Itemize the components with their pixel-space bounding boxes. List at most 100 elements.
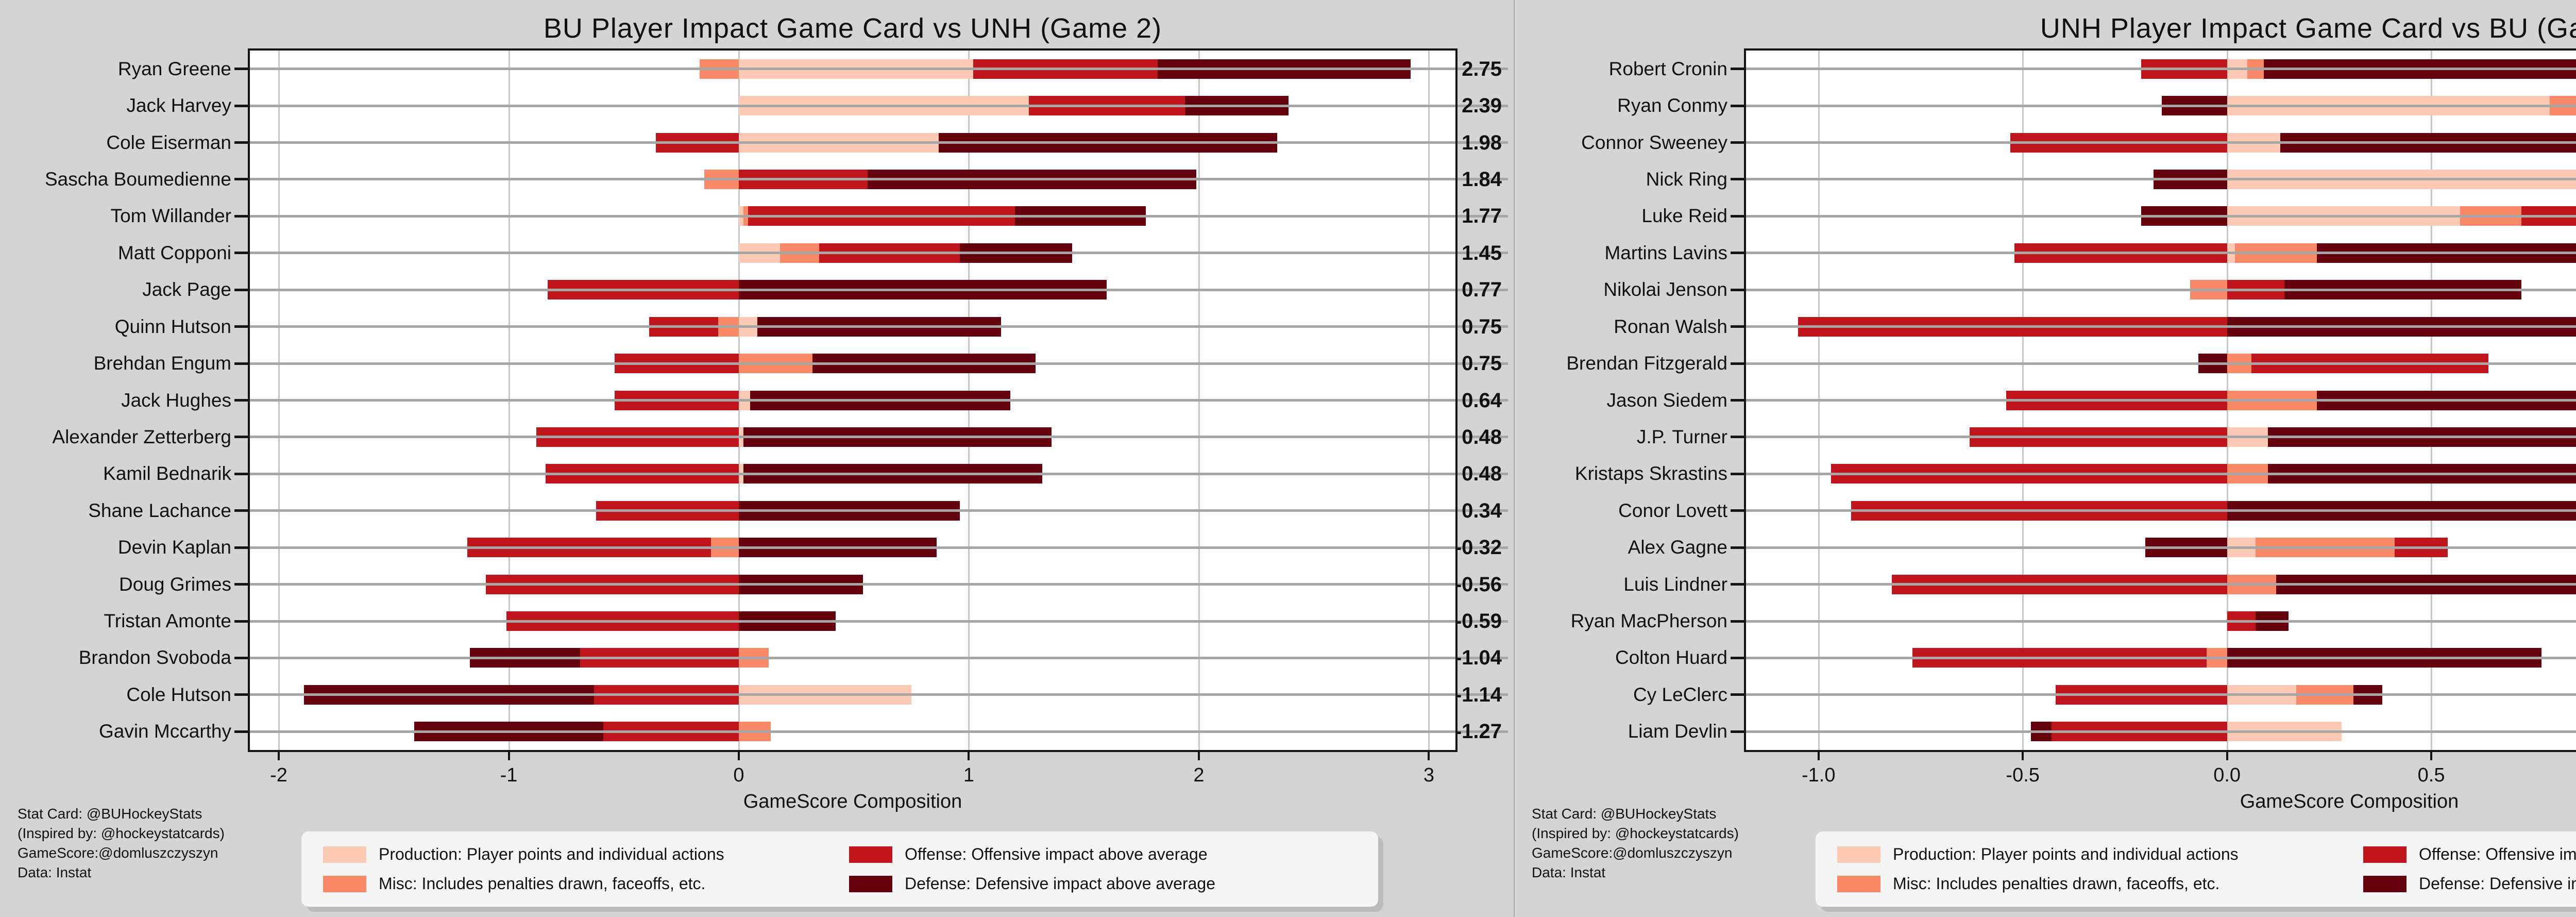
y-tick-mark	[234, 104, 248, 107]
player-label: Jason Siedem	[1606, 389, 1727, 411]
y-tick-mark	[234, 546, 248, 549]
credit-line: Data: Instat	[18, 864, 92, 880]
player-label: J.P. Turner	[1636, 426, 1727, 447]
credit-line: Stat Card: @BUHockeyStats	[18, 806, 202, 822]
x-tick-mark	[278, 751, 280, 760]
figure-divider	[1514, 0, 1515, 917]
row-grid-line	[1732, 362, 2576, 365]
row-grid-line	[235, 288, 1508, 291]
x-tick-label: 0.0	[2213, 764, 2241, 786]
row-grid-line	[235, 141, 1508, 144]
y-tick-mark	[234, 399, 248, 402]
player-label: Colton Huard	[1615, 647, 1727, 669]
x-tick-mark	[1428, 751, 1430, 760]
y-tick-mark	[234, 252, 248, 255]
legend-swatch-offense	[2363, 846, 2406, 863]
player-label: Nikolai Jenson	[1603, 279, 1727, 301]
row-grid-line	[1732, 288, 2576, 291]
player-label: Nick Ring	[1646, 168, 1727, 190]
row-grid-line	[1732, 436, 2576, 439]
gamescore-value: 0.48	[1462, 425, 1502, 448]
y-tick-mark	[1731, 362, 1744, 365]
player-label: Connor Sweeney	[1581, 131, 1727, 153]
row-grid-line	[235, 252, 1508, 255]
player-label: Cole Hutson	[126, 683, 231, 705]
legend: Production: Player points and individual…	[301, 831, 1378, 907]
y-tick-mark	[234, 656, 248, 659]
row-grid-line	[1732, 68, 2576, 71]
page-title: BU Player Impact Game Card vs UNH (Game …	[543, 13, 1162, 44]
row-grid-line	[1732, 583, 2576, 586]
y-tick-mark	[1731, 104, 1744, 107]
row-grid-line	[1732, 656, 2576, 659]
row-grid-line	[235, 399, 1508, 402]
gamescore-value: 1.45	[1462, 241, 1502, 264]
x-tick-mark	[1197, 751, 1200, 760]
page-title: UNH Player Impact Game Card vs BU (Game …	[2040, 13, 2576, 44]
y-tick-mark	[1731, 288, 1744, 291]
y-tick-mark	[234, 362, 248, 365]
legend-label: Defense: Defensive impact above average	[2419, 874, 2576, 893]
player-label: Liam Devlin	[1628, 721, 1727, 742]
credit-line: Data: Instat	[1532, 864, 1606, 880]
player-label: Martins Lavins	[1604, 242, 1727, 263]
legend-label: Defense: Defensive impact above average	[905, 874, 1216, 893]
legend-item-production: Production: Player points and individual…	[1837, 845, 2345, 864]
y-tick-mark	[1731, 656, 1744, 659]
row-grid-line	[1732, 252, 2576, 255]
x-tick-label: -2	[270, 764, 287, 786]
y-tick-mark	[1731, 546, 1744, 549]
y-tick-mark	[1731, 252, 1744, 255]
y-tick-mark	[234, 730, 248, 733]
row-grid-line	[1732, 693, 2576, 696]
row-grid-line	[1732, 399, 2576, 402]
plot-border-top	[248, 48, 1458, 51]
legend-swatch-misc	[323, 875, 366, 892]
player-label: Brendan Fitzgerald	[1566, 353, 1727, 374]
x-tick-mark	[737, 751, 740, 760]
legend: Production: Player points and individual…	[1816, 831, 2576, 907]
player-label: Shane Lachance	[88, 499, 231, 521]
gamescore-value: -1.27	[1454, 720, 1502, 743]
legend-swatch-production	[323, 846, 366, 863]
y-tick-mark	[234, 325, 248, 328]
legend-item-production: Production: Player points and individual…	[323, 845, 831, 864]
x-axis-label: GameScore Composition	[2240, 791, 2459, 812]
row-grid-line	[1732, 730, 2576, 733]
player-label: Tristan Amonte	[104, 610, 231, 632]
legend-swatch-offense	[849, 846, 892, 863]
x-tick-mark	[2022, 751, 2024, 760]
row-grid-line	[1732, 325, 2576, 328]
legend-item-misc: Misc: Includes penalties drawn, faceoffs…	[323, 874, 831, 893]
x-tick-label: -0.5	[2006, 764, 2040, 786]
row-grid-line	[235, 509, 1508, 512]
plot-border-bottom	[248, 750, 1458, 752]
legend-swatch-defense	[849, 875, 892, 892]
y-tick-mark	[1731, 68, 1744, 71]
y-tick-mark	[1731, 583, 1744, 586]
legend-label: Offense: Offensive impact above average	[2419, 845, 2576, 863]
y-tick-mark	[1731, 399, 1744, 402]
gamescore-value: 2.39	[1462, 94, 1502, 118]
y-tick-mark	[1731, 730, 1744, 733]
gamescore-value: 0.34	[1462, 499, 1502, 522]
row-grid-line	[235, 656, 1508, 659]
legend-swatch-production	[1837, 846, 1880, 863]
y-tick-mark	[1731, 620, 1744, 623]
row-grid-line	[235, 325, 1508, 328]
player-label: Ryan Conmy	[1617, 95, 1727, 116]
player-label: Ryan Greene	[117, 58, 231, 79]
figure-left: BU Player Impact Game Card vs UNH (Game …	[18, 13, 1508, 907]
y-tick-mark	[1731, 436, 1744, 439]
player-label: Jack Page	[142, 279, 231, 301]
legend-swatch-defense	[2363, 875, 2406, 892]
y-tick-mark	[234, 583, 248, 586]
row-grid-line	[235, 620, 1508, 623]
x-axis-label: GameScore Composition	[743, 791, 962, 812]
plot-border-right	[1455, 48, 1458, 752]
x-tick-label: 3	[1423, 764, 1434, 786]
gamescore-value: 1.77	[1462, 205, 1502, 228]
row-grid-line	[235, 178, 1508, 181]
row-grid-line	[1732, 509, 2576, 512]
x-tick-label: 0	[733, 764, 744, 786]
